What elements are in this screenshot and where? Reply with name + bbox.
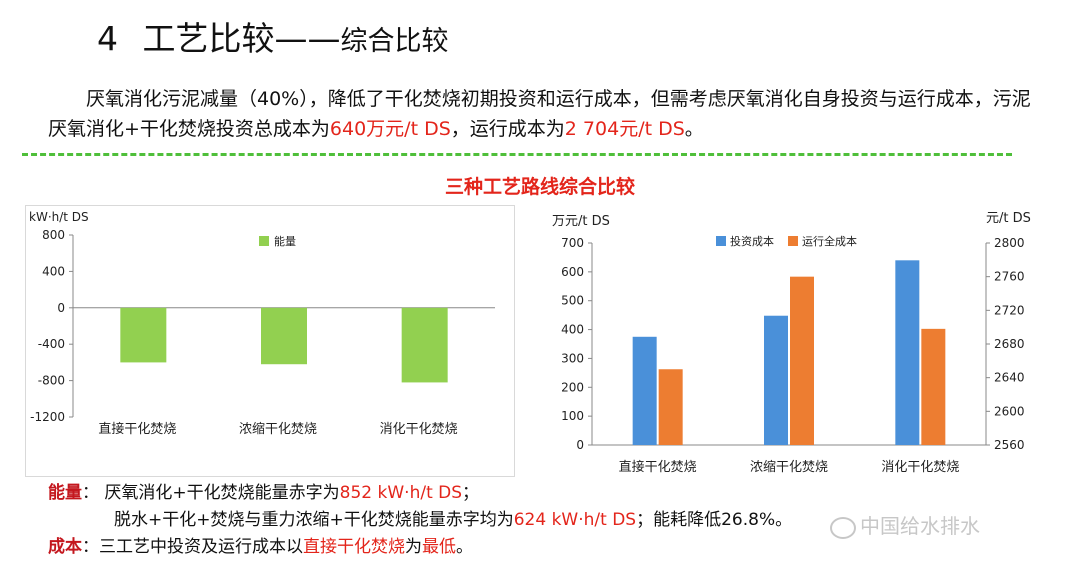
cost-end: 。 bbox=[456, 537, 473, 557]
y-tick-label: 400 bbox=[42, 264, 65, 278]
y-tick-label: 500 bbox=[561, 294, 584, 308]
energy-line1-value: 852 kW·h/t DS bbox=[339, 483, 463, 503]
operating-cost-bar bbox=[921, 328, 946, 445]
energy-bar bbox=[401, 307, 448, 383]
cost-chart-svg: 万元/t DS 元/t DS 0 100 200 300 400 500 600 700 2560 2… bbox=[552, 211, 1031, 475]
intro-text-1: 厌氧消化污泥减量（40%），降低了干化焚烧初期投资和运行成本，但需考虑厌氧消化自… bbox=[48, 88, 1031, 140]
energy-label: 能量 bbox=[48, 483, 82, 503]
x-tick-label: 直接干化焚烧 bbox=[98, 421, 176, 437]
cost-mid: 为 bbox=[405, 537, 422, 557]
energy-note-line-2: 脱水+干化+焚烧与重力浓缩+干化焚烧能量赤字均为624 kW·h/t DS；能耗… bbox=[48, 507, 792, 534]
x-tick-label: 浓缩干化焚烧 bbox=[239, 421, 317, 437]
cost-text: 三工艺中投资及运行成本以 bbox=[99, 537, 303, 557]
energy-line2-end: ；能耗降低26.8%。 bbox=[636, 510, 793, 530]
x-tick-label: 消化干化焚烧 bbox=[380, 422, 458, 437]
legend-label-operating: 运行全成本 bbox=[802, 234, 857, 248]
y-tick-label: 700 bbox=[561, 236, 584, 250]
y-tick-label: 300 bbox=[561, 351, 584, 365]
y-axis-label: kW·h/t DS bbox=[29, 210, 89, 224]
y-tick-label: -400 bbox=[38, 337, 65, 351]
energy-colon: ： bbox=[82, 483, 99, 503]
cost-chart: 万元/t DS 元/t DS 0 100 200 300 400 500 600 700 2560 2… bbox=[540, 205, 1050, 480]
operating-cost-bar bbox=[790, 276, 814, 445]
y-tick-label: -1200 bbox=[30, 410, 65, 424]
y-tick-label: 400 bbox=[561, 323, 584, 337]
intro-highlight-operating: 2 704元/t DS bbox=[564, 118, 685, 140]
legend-swatch-energy bbox=[259, 236, 269, 246]
cost-highlight-method: 直接干化焚烧 bbox=[303, 537, 405, 557]
x-tick-label: 浓缩干化焚烧 bbox=[750, 459, 828, 475]
title-dash: —— bbox=[274, 19, 341, 58]
y-tick-label: 100 bbox=[561, 409, 584, 423]
y-tick-label: 800 bbox=[42, 228, 65, 242]
y2-tick-label: 2600 bbox=[994, 404, 1025, 418]
y-tick-label: 0 bbox=[576, 438, 584, 452]
chart-section-title: 三种工艺路线综合比较 bbox=[444, 176, 635, 198]
x-tick-label: 直接干化焚烧 bbox=[619, 459, 697, 475]
intro-highlight-investment: 640万元/t DS bbox=[329, 118, 451, 140]
operating-cost-bar bbox=[658, 369, 683, 445]
y2-axis-label: 元/t DS bbox=[986, 211, 1031, 226]
notes: 能量： 厌氧消化+干化焚烧能量赤字为852 kW·h/t DS； 脱水+干化+焚… bbox=[48, 480, 792, 561]
legend-label-energy: 能量 bbox=[274, 234, 296, 248]
watermark: 中国给水排水 bbox=[830, 510, 980, 539]
watermark-text: 中国给水排水 bbox=[860, 514, 980, 538]
chart-frame bbox=[25, 205, 515, 477]
wechat-icon bbox=[830, 516, 856, 539]
energy-line1-text: 厌氧消化+干化焚烧能量赤字为 bbox=[104, 483, 340, 503]
y-tick-label: 200 bbox=[561, 380, 584, 394]
investment-bar bbox=[632, 336, 657, 445]
energy-chart: kW·h/t DS 800 400 0 -400 -800 -1200 直接干化焚烧 浓缩干化焚… bbox=[25, 205, 515, 477]
title-text: 工艺比较 bbox=[142, 19, 275, 58]
cost-colon: ： bbox=[82, 537, 99, 557]
title-subtitle: 综合比较 bbox=[340, 26, 449, 57]
section-divider bbox=[22, 153, 1012, 156]
section-number: 4 bbox=[97, 19, 118, 58]
energy-line2-text: 脱水+干化+焚烧与重力浓缩+干化焚烧能量赤字均为 bbox=[114, 510, 514, 530]
y-tick-label: -800 bbox=[38, 374, 65, 388]
y-tick-label: 600 bbox=[561, 265, 584, 279]
energy-bar bbox=[120, 307, 167, 363]
page-title: 4 工艺比较——综合比较 bbox=[97, 12, 449, 60]
y2-tick-label: 2720 bbox=[994, 303, 1025, 317]
y2-tick-label: 2800 bbox=[994, 236, 1025, 250]
legend-label-investment: 投资成本 bbox=[730, 234, 774, 248]
y2-tick-label: 2560 bbox=[994, 438, 1025, 452]
energy-line2-value: 624 kW·h/t DS bbox=[513, 510, 637, 530]
intro-text-3: 。 bbox=[684, 118, 704, 140]
legend-swatch-operating bbox=[788, 236, 798, 246]
y-tick-label: 0 bbox=[57, 301, 65, 315]
cost-note-line: 成本：三工艺中投资及运行成本以直接干化焚烧为最低。 bbox=[48, 534, 792, 561]
y2-tick-label: 2680 bbox=[994, 337, 1025, 351]
legend-swatch-investment bbox=[716, 236, 726, 246]
cost-highlight-lowest: 最低 bbox=[422, 537, 456, 557]
intro-text-2: ，运行成本为 bbox=[450, 118, 565, 140]
intro-paragraph: 厌氧消化污泥减量（40%），降低了干化焚烧初期投资和运行成本，但需考虑厌氧消化自… bbox=[48, 84, 1038, 144]
y-axis-label: 万元/t DS bbox=[552, 214, 610, 229]
investment-bar bbox=[764, 315, 788, 445]
investment-bar bbox=[895, 260, 920, 445]
y2-tick-label: 2640 bbox=[994, 371, 1025, 385]
x-tick-label: 消化干化焚烧 bbox=[881, 460, 959, 475]
energy-line1-end: ； bbox=[462, 483, 480, 503]
energy-note-line-1: 能量： 厌氧消化+干化焚烧能量赤字为852 kW·h/t DS； bbox=[48, 480, 792, 507]
cost-label: 成本 bbox=[48, 537, 82, 557]
energy-bar bbox=[261, 307, 307, 365]
energy-chart-svg: kW·h/t DS 800 400 0 -400 -800 -1200 直接干化焚烧 浓缩干化焚… bbox=[25, 205, 515, 477]
y2-tick-label: 2760 bbox=[994, 270, 1025, 284]
